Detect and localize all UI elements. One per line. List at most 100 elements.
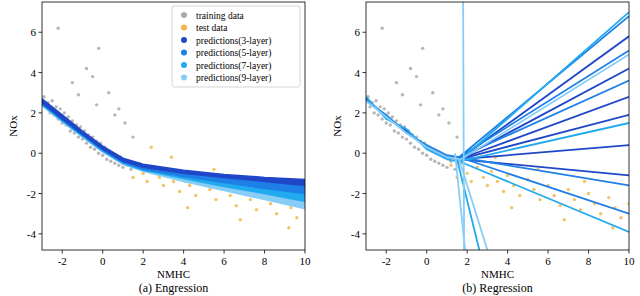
point [395, 81, 398, 84]
point [380, 117, 383, 120]
x-tick [426, 250, 427, 254]
point [486, 184, 489, 187]
prediction-line [459, 161, 629, 232]
point [583, 180, 586, 183]
point [441, 164, 444, 167]
y-tick [363, 233, 367, 234]
x-tick-label: 4 [181, 255, 187, 267]
point [455, 135, 458, 138]
point [374, 99, 377, 102]
point [607, 196, 610, 199]
point [401, 93, 404, 96]
point [619, 216, 622, 219]
point [417, 147, 420, 150]
point [69, 129, 72, 132]
point [162, 184, 165, 187]
legend-marker [181, 75, 187, 81]
prediction-band [42, 99, 305, 186]
y-tick-label: -4 [27, 228, 37, 240]
x-tick [62, 250, 63, 254]
point [441, 107, 444, 110]
prediction-line [366, 101, 459, 157]
x-tick-label: 2 [464, 255, 470, 267]
point [510, 206, 513, 209]
point [85, 141, 88, 144]
point [425, 154, 428, 157]
point [401, 135, 404, 138]
point [482, 176, 485, 179]
point [433, 160, 436, 163]
point [150, 145, 153, 148]
x-tick-label: 10 [300, 255, 312, 267]
point [63, 111, 66, 114]
point [378, 105, 381, 108]
prediction-line [459, 157, 629, 213]
x-tick-label: 0 [424, 255, 430, 267]
y-tick [363, 112, 367, 113]
prediction-line [463, 2, 464, 250]
x-tick [548, 250, 549, 254]
y-tick-label: 0 [355, 147, 361, 159]
point [490, 170, 493, 173]
point [194, 194, 197, 197]
point [255, 208, 258, 211]
x-tick [588, 250, 589, 254]
point [97, 152, 100, 155]
y-tick [363, 32, 367, 33]
point [42, 95, 45, 98]
caption: (a) Engression [139, 281, 209, 295]
point [146, 180, 149, 183]
point [421, 152, 424, 155]
point [170, 156, 173, 159]
point [445, 166, 448, 169]
y-label: NOx [331, 115, 343, 137]
point [178, 190, 181, 193]
caption: (b) Regression [462, 281, 532, 295]
y-tick [363, 153, 367, 154]
y-tick-label: 4 [355, 67, 361, 79]
prediction-line [366, 99, 459, 159]
point [393, 129, 396, 132]
prediction-line [459, 36, 629, 159]
point [275, 212, 278, 215]
point [465, 172, 468, 175]
y-tick-label: 4 [31, 67, 37, 79]
y-tick-label: -4 [351, 228, 361, 240]
point [532, 188, 535, 191]
y-tick [39, 233, 43, 234]
legend-label: training data [196, 11, 245, 21]
frame [42, 2, 305, 250]
point [397, 131, 400, 134]
point [131, 176, 134, 179]
x-label: NMHC [157, 268, 190, 280]
point [385, 121, 388, 124]
x-tick [183, 250, 184, 254]
point [188, 184, 191, 187]
point [502, 190, 505, 193]
point [131, 135, 134, 138]
x-tick [224, 250, 225, 254]
point [107, 91, 110, 94]
point [295, 216, 298, 219]
x-tick-label: 10 [624, 255, 636, 267]
point [54, 105, 57, 108]
legend-marker [181, 12, 187, 18]
plot-area [366, 2, 629, 250]
point [563, 218, 566, 221]
point [419, 103, 422, 106]
prediction-line [461, 54, 629, 159]
point [405, 137, 408, 140]
prediction-line [366, 97, 459, 162]
legend-label: predictions(5-layer) [196, 48, 271, 59]
frame [366, 2, 629, 250]
point [409, 141, 412, 144]
point [113, 162, 116, 165]
point [228, 194, 231, 197]
point [611, 226, 614, 229]
y-tick [39, 72, 43, 73]
point [389, 123, 392, 126]
point [91, 75, 94, 78]
y-tick [363, 193, 367, 194]
point [56, 27, 59, 30]
point [77, 135, 80, 138]
